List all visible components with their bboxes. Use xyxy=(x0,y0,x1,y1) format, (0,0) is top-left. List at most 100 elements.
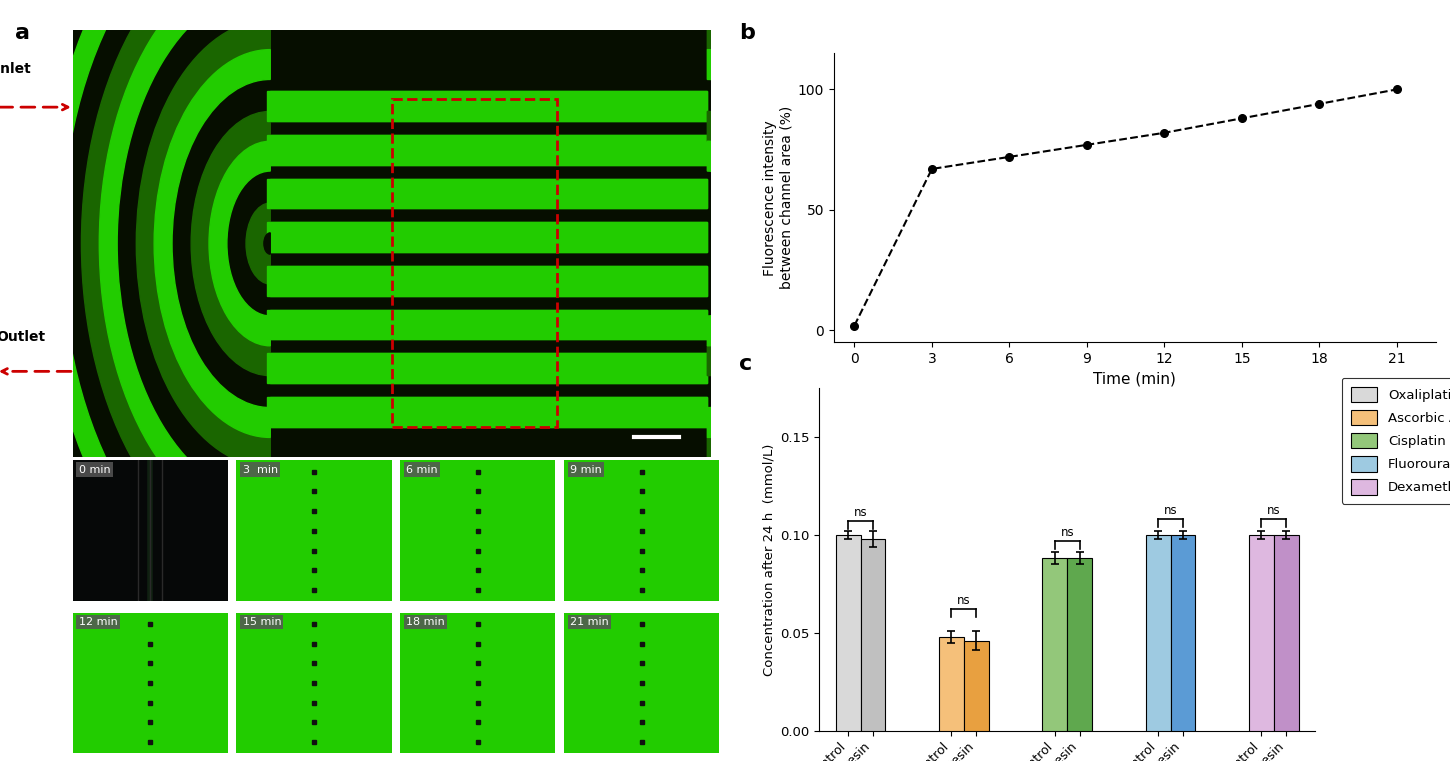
Bar xyxy=(270,135,708,164)
Text: ns: ns xyxy=(957,594,970,607)
Bar xyxy=(400,692,555,714)
Wedge shape xyxy=(708,0,896,559)
Bar xyxy=(267,397,270,427)
Wedge shape xyxy=(708,142,769,345)
Y-axis label: Concentration after 24 h  (mmol/L): Concentration after 24 h (mmol/L) xyxy=(763,443,776,676)
Bar xyxy=(270,397,708,427)
Bar xyxy=(400,632,555,654)
Bar xyxy=(400,520,555,542)
Bar xyxy=(564,500,719,522)
Bar xyxy=(861,539,886,731)
Bar xyxy=(236,460,392,483)
Text: Inlet: Inlet xyxy=(0,62,32,76)
Bar xyxy=(564,652,719,674)
Bar xyxy=(270,179,708,209)
Bar xyxy=(72,731,228,753)
Bar xyxy=(564,731,719,753)
Wedge shape xyxy=(191,111,270,376)
Bar xyxy=(236,500,392,522)
Bar xyxy=(270,135,708,164)
Bar xyxy=(236,672,392,694)
Bar xyxy=(236,559,392,581)
Bar xyxy=(400,480,555,502)
Bar xyxy=(270,30,708,457)
Bar xyxy=(270,310,708,339)
Wedge shape xyxy=(708,111,786,376)
Bar xyxy=(236,520,392,542)
Text: b: b xyxy=(740,23,755,43)
Bar xyxy=(270,179,708,209)
Text: ns: ns xyxy=(854,506,867,519)
Wedge shape xyxy=(708,49,824,438)
Bar xyxy=(400,559,555,581)
Wedge shape xyxy=(264,233,270,254)
Bar xyxy=(270,266,708,296)
Wedge shape xyxy=(708,0,934,622)
Bar xyxy=(400,652,555,674)
Bar xyxy=(400,540,555,562)
Bar xyxy=(236,711,392,734)
Bar xyxy=(236,692,392,714)
Bar xyxy=(270,222,708,252)
Bar xyxy=(236,578,392,601)
Bar xyxy=(72,711,228,734)
Bar xyxy=(270,353,708,383)
Wedge shape xyxy=(44,0,270,622)
Bar xyxy=(564,711,719,734)
Text: ns: ns xyxy=(1164,505,1177,517)
Text: 18 min: 18 min xyxy=(406,617,445,627)
Bar xyxy=(400,613,555,635)
Bar xyxy=(72,692,228,714)
Wedge shape xyxy=(708,20,841,467)
Text: 9 min: 9 min xyxy=(570,465,602,475)
Bar xyxy=(267,266,270,296)
Wedge shape xyxy=(708,0,879,529)
Bar xyxy=(400,711,555,734)
Bar xyxy=(72,652,228,674)
Bar xyxy=(270,353,708,383)
Bar xyxy=(564,672,719,694)
Bar xyxy=(940,637,964,731)
Bar xyxy=(72,613,228,635)
Bar xyxy=(400,578,555,601)
Bar xyxy=(267,91,270,121)
Bar xyxy=(564,692,719,714)
Bar xyxy=(564,520,719,542)
Bar xyxy=(400,460,555,483)
Bar xyxy=(964,641,989,731)
Bar xyxy=(270,266,708,296)
Wedge shape xyxy=(136,20,270,467)
Text: 6 min: 6 min xyxy=(406,465,438,475)
Bar xyxy=(564,559,719,581)
Text: 3  min: 3 min xyxy=(242,465,278,475)
Bar xyxy=(564,578,719,601)
Bar xyxy=(400,731,555,753)
Bar xyxy=(564,540,719,562)
Bar xyxy=(400,672,555,694)
Y-axis label: Fluorescence intensity
between channel area (%): Fluorescence intensity between channel a… xyxy=(763,107,793,289)
Bar xyxy=(236,731,392,753)
Bar xyxy=(267,222,270,252)
Bar xyxy=(1146,535,1170,731)
Wedge shape xyxy=(99,0,270,529)
Bar xyxy=(835,535,861,731)
Bar xyxy=(236,613,392,635)
Bar xyxy=(564,632,719,654)
Bar xyxy=(270,91,708,121)
Legend: Oxaliplatin, Ascorbic Acid, Cisplatin, Fluorouracil, Dexamethasone: Oxaliplatin, Ascorbic Acid, Cisplatin, F… xyxy=(1341,377,1450,504)
Bar xyxy=(1273,535,1299,731)
Wedge shape xyxy=(154,49,270,438)
Wedge shape xyxy=(209,142,270,345)
Bar xyxy=(564,613,719,635)
Text: 21 min: 21 min xyxy=(570,617,609,627)
Text: Outlet: Outlet xyxy=(0,330,45,344)
Text: 12 min: 12 min xyxy=(78,617,117,627)
Text: 0 min: 0 min xyxy=(78,465,110,475)
Bar xyxy=(236,540,392,562)
Bar xyxy=(270,222,708,252)
Bar xyxy=(72,672,228,694)
Text: a: a xyxy=(14,23,29,43)
Bar xyxy=(1248,535,1275,731)
Bar xyxy=(267,310,270,339)
Bar xyxy=(267,135,270,164)
